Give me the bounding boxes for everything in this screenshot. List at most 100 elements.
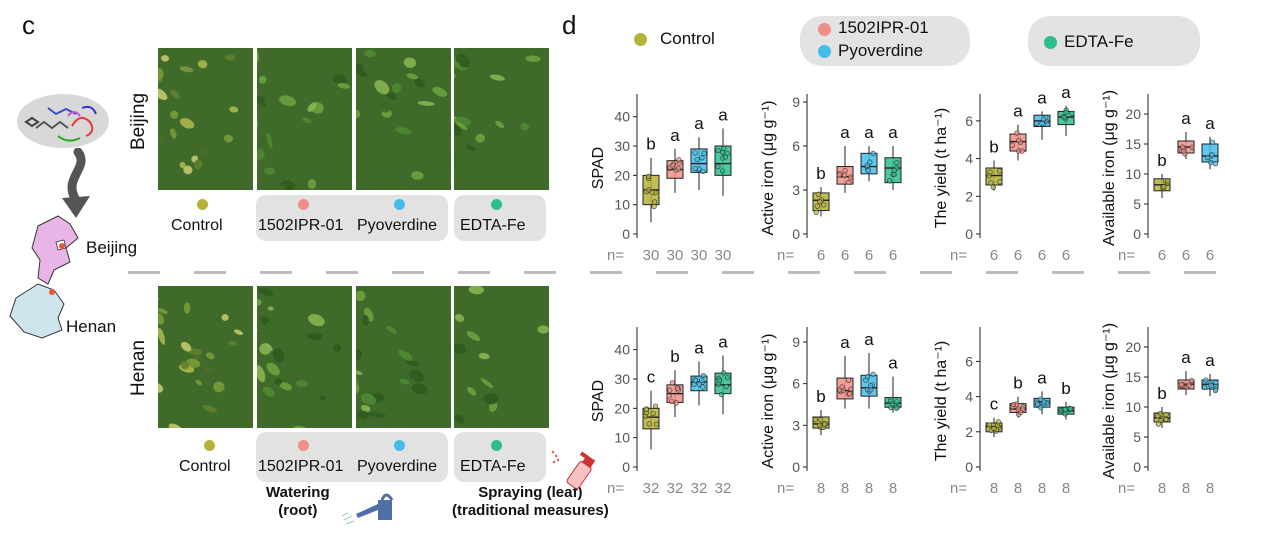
significance-letter: a [718,105,728,124]
data-point [670,163,676,169]
data-point [1209,152,1215,158]
separator-dash [722,271,754,274]
data-point [1155,421,1161,427]
legend-pyoverdine-label: Pyoverdine [838,41,924,60]
china-region-map [9,215,79,339]
y-tick-label: 10 [614,430,630,446]
data-point [997,179,1003,185]
data-point [813,209,819,215]
data-point [990,184,996,190]
data-point [841,172,848,178]
data-point [1034,401,1041,407]
legend-control-label: Control [660,29,715,48]
data-point [650,410,656,417]
y-tick-label: 0 [792,459,800,475]
y-tick-label: 20 [614,167,630,183]
data-point [848,386,854,392]
significance-letter: a [718,333,728,352]
data-point [1039,120,1045,127]
sample-size-label: 6 [1014,247,1022,264]
n-prefix-label: n= [607,480,624,497]
sample-size-label: 8 [817,480,825,497]
pyoverdine-dot [394,199,405,210]
sample-size-label: 6 [1062,247,1070,264]
panel-c-label: c [22,10,35,40]
sample-size-label: 8 [841,480,849,497]
method-watering: Watering (root) [266,484,330,519]
row-label-beijing: Beijing [128,92,149,150]
data-point [721,370,727,376]
data-point [1163,416,1169,423]
control-dot [197,199,208,210]
data-point [888,398,894,404]
significance-letter: a [670,126,680,145]
y-axis-label: The yield (t ha⁻¹) [933,108,950,228]
significance-letter: c [990,395,999,414]
data-point [723,384,729,390]
significance-letter: a [1037,368,1047,387]
data-point [652,403,659,409]
sample-size-label: 6 [865,247,873,264]
y-tick-label: 20 [1125,106,1141,122]
data-point [995,419,1001,425]
data-point [715,147,721,154]
data-point [1014,130,1020,136]
y-axis-label: SPAD [590,147,607,189]
boxplot-henan-1: 0 3 6 9 Active iron (μg g⁻¹)n= b 8 a 8 a 8 a 8 [760,327,902,497]
separator-dash [194,271,226,274]
data-point [1213,380,1219,386]
data-point [676,157,682,163]
n-prefix-label: n= [950,247,967,264]
legend-edta-label: EDTA-Fe [1064,32,1134,51]
significance-letter: c [647,368,656,387]
data-point [1062,407,1068,413]
data-point [1179,382,1185,388]
data-point [700,384,706,390]
data-point [1212,161,1219,167]
y-axis-label: Active iron (μg g⁻¹) [760,100,777,235]
treatment-label: EDTA-Fe [460,217,526,234]
data-point [700,168,706,175]
y-tick-label: 6 [792,138,800,154]
data-point [1044,121,1051,127]
ipr-dot [298,199,309,210]
sample-size-label: 6 [1038,247,1046,264]
y-axis-label: Active iron (μg g⁻¹) [760,333,777,468]
box-iqr [1201,143,1219,163]
data-point [894,399,900,405]
field-photo [454,48,549,190]
significance-letter: a [888,354,898,373]
data-point [1010,402,1016,408]
n-prefix-label: n= [777,247,794,264]
data-point [864,162,870,169]
y-tick-label: 0 [622,459,630,475]
significance-letter: b [816,164,825,183]
sample-size-label: 8 [990,480,998,497]
data-point [1202,384,1208,390]
data-point [694,156,700,163]
data-point [991,425,997,432]
field-photo [356,286,451,428]
data-point [891,167,897,173]
data-point [1020,406,1026,412]
data-point [996,168,1003,174]
data-point [1161,184,1167,190]
data-point [1155,413,1161,419]
separator-dash [524,271,556,274]
data-point [651,203,657,209]
edta-dot [491,440,502,451]
data-point [870,371,876,377]
y-tick-label: 4 [965,389,973,405]
y-tick-label: 6 [792,376,800,392]
field-photo [257,286,352,428]
data-point [721,145,727,152]
data-point [1203,377,1209,383]
data-point [646,187,652,193]
sample-size-label: 8 [865,480,873,497]
data-point [847,174,854,180]
map-label-beijing: Beijing [86,238,138,257]
significance-letter: a [694,114,704,133]
data-point [719,168,726,174]
